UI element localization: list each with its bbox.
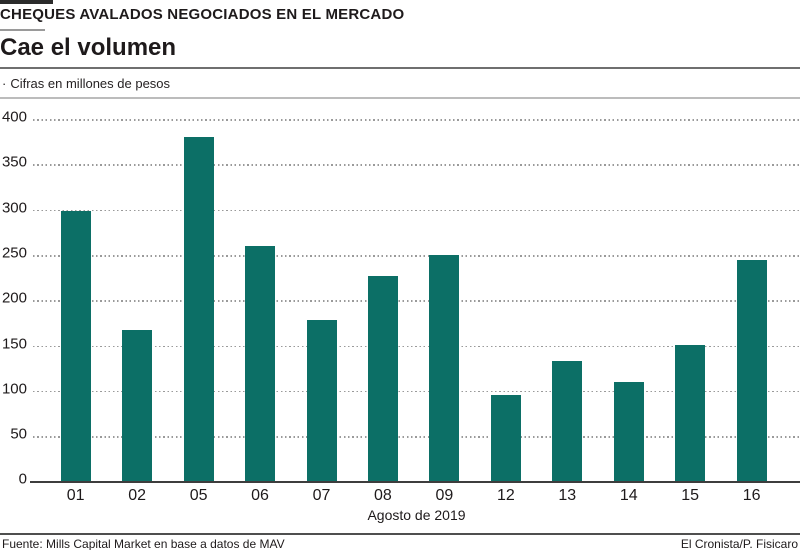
x-tick-label: 06: [251, 487, 269, 504]
y-tick-label: 0: [18, 470, 27, 488]
source-credit: Fuente: Mills Capital Market en base a d…: [2, 537, 285, 550]
gridline: [33, 119, 800, 121]
y-tick-label: 300: [1, 199, 27, 217]
x-tick-label: 15: [681, 487, 700, 504]
bar-01: [60, 211, 91, 481]
bar-chart: Agosto de 2019 400 350 300 250 200 150 100 50 0 0…: [0, 100, 800, 534]
x-tick-label: 02: [128, 487, 147, 504]
x-tick-label: 13: [558, 487, 577, 504]
x-tick-label: 16: [742, 487, 761, 504]
bar-08: [367, 276, 398, 481]
x-tick-label: 05: [189, 487, 208, 504]
gridline: [33, 345, 800, 348]
kicker-heading: CHEQUES AVALADOS NEGOCIADOS EN EL MERCAD…: [0, 6, 405, 23]
bullet-icon: ·: [2, 76, 7, 91]
x-tick-label: 08: [374, 487, 392, 504]
y-tick-label: 200: [1, 289, 27, 307]
y-tick-label: 100: [1, 380, 27, 398]
kicker-underline: [0, 29, 45, 31]
bar-06: [245, 245, 276, 481]
gridline: [33, 300, 800, 302]
chart-subtitle: · Cifras en millones de pesos: [2, 76, 170, 91]
header-divider: [0, 67, 800, 69]
gridline: [33, 436, 800, 438]
footer: Fuente: Mills Capital Market en base a d…: [0, 533, 800, 550]
y-tick-label: 50: [10, 425, 27, 443]
y-tick-label: 350: [1, 153, 27, 171]
x-tick-label: 14: [619, 487, 638, 504]
y-tick-label: 250: [1, 244, 27, 262]
bar-09: [429, 254, 460, 481]
x-axis-line: [30, 481, 800, 484]
bar-12: [490, 394, 521, 481]
subtitle-text: Cifras en millones de pesos: [10, 76, 171, 91]
y-tick-label: 400: [1, 108, 27, 126]
bar-15: [675, 345, 706, 481]
gridline: [33, 390, 800, 393]
x-tick-label: 09: [435, 487, 454, 504]
bar-16: [736, 260, 767, 481]
bar-05: [183, 136, 214, 481]
page-title: Cae el volumen: [0, 34, 177, 61]
bar-14: [613, 382, 644, 481]
gridline: [33, 209, 800, 212]
bar-13: [552, 361, 583, 481]
author-credit: El Cronista/P. Fisicaro: [680, 537, 798, 550]
x-axis-caption: Agosto de 2019: [367, 507, 466, 523]
x-tick-label: 07: [312, 487, 331, 504]
subtitle-divider: [0, 97, 800, 99]
bar-02: [122, 329, 153, 481]
gridline: [33, 254, 800, 257]
x-tick-label: 01: [66, 487, 85, 504]
x-tick-label: 12: [496, 487, 515, 504]
top-left-rule: [0, 0, 53, 4]
gridline: [33, 164, 800, 166]
bar-07: [306, 319, 337, 481]
y-tick-label: 150: [1, 334, 27, 352]
